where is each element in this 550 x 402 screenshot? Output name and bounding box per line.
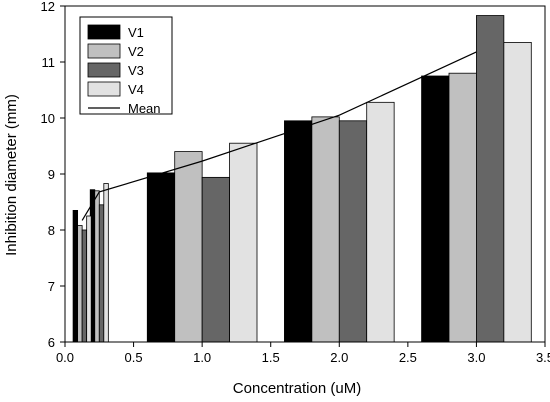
mean-line bbox=[81, 51, 477, 221]
bar-v2-4 bbox=[448, 72, 477, 343]
legend-label-mean: Mean bbox=[128, 101, 161, 116]
bar-v3-1 bbox=[98, 204, 105, 343]
x-tick-label: 2.0 bbox=[330, 350, 348, 365]
mean-line-layer bbox=[81, 51, 477, 221]
bar-v4-2 bbox=[229, 142, 258, 343]
bar-v4-4 bbox=[503, 42, 532, 343]
y-tick-label: 9 bbox=[48, 167, 55, 182]
bar-v4-0 bbox=[86, 215, 92, 343]
x-tick-label: 3.5 bbox=[536, 350, 550, 365]
bar-v2-1 bbox=[94, 190, 100, 343]
y-axis-title: Inhibition diameter (mm) bbox=[3, 94, 20, 256]
bar-v4-1 bbox=[103, 183, 109, 343]
legend-label-v4: V4 bbox=[128, 82, 144, 97]
legend-label-v3: V3 bbox=[128, 63, 144, 78]
x-tick-label: 1.0 bbox=[193, 350, 211, 365]
y-tick-label: 6 bbox=[48, 335, 55, 350]
x-tick-label: 3.0 bbox=[467, 350, 485, 365]
y-tick-label: 10 bbox=[41, 111, 55, 126]
y-tick-label: 7 bbox=[48, 279, 55, 294]
bar-v1-3 bbox=[284, 120, 313, 343]
x-tick-label: 0.0 bbox=[56, 350, 74, 365]
bar-v1-4 bbox=[421, 75, 450, 343]
x-axis-title: Concentration (uM) bbox=[233, 380, 361, 397]
x-axis: 0.0 0.5 1.0 1.5 2.0 2.5 3.0 3.5 bbox=[56, 342, 550, 365]
bar-v3-4 bbox=[476, 15, 505, 343]
legend: V1 V2 V3 V4 Mean bbox=[79, 16, 173, 116]
bar-v3-2 bbox=[201, 176, 230, 343]
legend-swatch-v3 bbox=[87, 62, 121, 78]
bar-v2-0 bbox=[77, 225, 83, 343]
bar-v4-3 bbox=[366, 101, 395, 343]
bar-v3-3 bbox=[338, 120, 368, 343]
x-tick-label: 1.5 bbox=[262, 350, 280, 365]
bars-layer bbox=[72, 15, 532, 343]
bar-v1-0 bbox=[72, 209, 79, 343]
bar-v2-2 bbox=[174, 151, 203, 343]
bar-v3-0 bbox=[81, 229, 88, 343]
y-tick-label: 12 bbox=[41, 0, 55, 14]
x-tick-label: 0.5 bbox=[125, 350, 143, 365]
y-tick-label: 11 bbox=[42, 55, 56, 70]
legend-swatch-v1 bbox=[87, 24, 121, 40]
legend-label-v1: V1 bbox=[128, 25, 144, 40]
legend-swatch-v4 bbox=[87, 81, 121, 97]
bar-v1-2 bbox=[146, 172, 176, 343]
bar-v2-3 bbox=[311, 116, 340, 343]
x-tick-label: 2.5 bbox=[399, 350, 417, 365]
y-tick-label: 8 bbox=[48, 223, 55, 238]
legend-label-v2: V2 bbox=[128, 44, 144, 59]
legend-swatch-v2 bbox=[87, 43, 121, 59]
y-axis: 6 7 8 9 10 11 12 bbox=[41, 0, 65, 350]
